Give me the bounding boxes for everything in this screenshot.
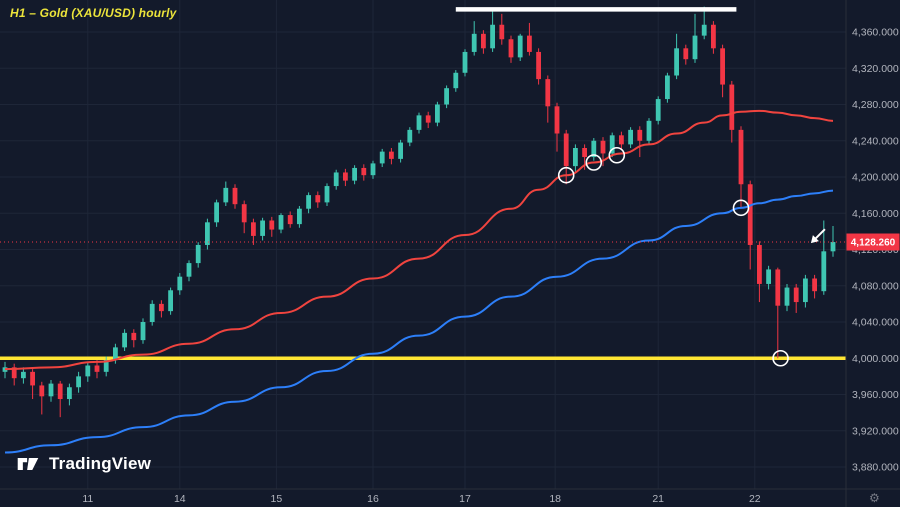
time-axis[interactable] [0,489,846,507]
grid [0,0,846,489]
time-axis-labels: 11 14 15 16 17 18 21 22 [82,493,760,505]
svg-text:4,240.000: 4,240.000 [852,135,899,147]
svg-text:4,080.000: 4,080.000 [852,280,899,292]
arrow-annotation[interactable] [810,228,826,244]
tradingview-watermark[interactable]: TradingView [16,452,151,476]
price-axis[interactable] [846,0,900,507]
svg-text:4,000.000: 4,000.000 [852,353,899,365]
svg-text:4,128.260: 4,128.260 [851,238,896,249]
svg-text:18: 18 [549,493,561,505]
svg-text:4,280.000: 4,280.000 [852,99,899,111]
red-ma-line[interactable] [4,109,834,371]
svg-text:4,200.000: 4,200.000 [852,172,899,184]
circle-marker[interactable] [608,146,626,164]
svg-text:3,960.000: 3,960.000 [852,389,899,401]
tradingview-wordmark: TradingView [49,454,152,473]
svg-text:3,880.000: 3,880.000 [852,462,899,474]
svg-text:15: 15 [271,493,283,505]
svg-text:4,320.000: 4,320.000 [852,63,899,75]
svg-text:4,040.000: 4,040.000 [852,317,899,329]
circle-marker[interactable] [732,199,750,217]
circle-marker[interactable] [557,166,575,184]
svg-text:16: 16 [367,493,379,505]
circle-marker[interactable] [585,154,603,171]
tradingview-logo-icon [16,452,40,476]
svg-text:21: 21 [652,493,664,505]
axis-settings-icon[interactable]: ⚙ [869,491,880,505]
chart-title: H1 – Gold (XAU/USD) hourly [10,6,177,20]
current-price-label: 4,128.260 [846,233,900,251]
circle-marker[interactable] [772,349,789,367]
svg-text:17: 17 [459,493,471,505]
blue-ma-line[interactable] [4,189,834,454]
svg-text:11: 11 [82,493,93,505]
candles-layer [2,6,836,418]
circle-markers [557,146,789,367]
svg-text:3,920.000: 3,920.000 [852,425,899,437]
svg-text:14: 14 [174,493,186,505]
svg-text:4,360.000: 4,360.000 [852,27,899,39]
svg-text:22: 22 [749,493,761,505]
svg-text:4,160.000: 4,160.000 [852,208,899,220]
